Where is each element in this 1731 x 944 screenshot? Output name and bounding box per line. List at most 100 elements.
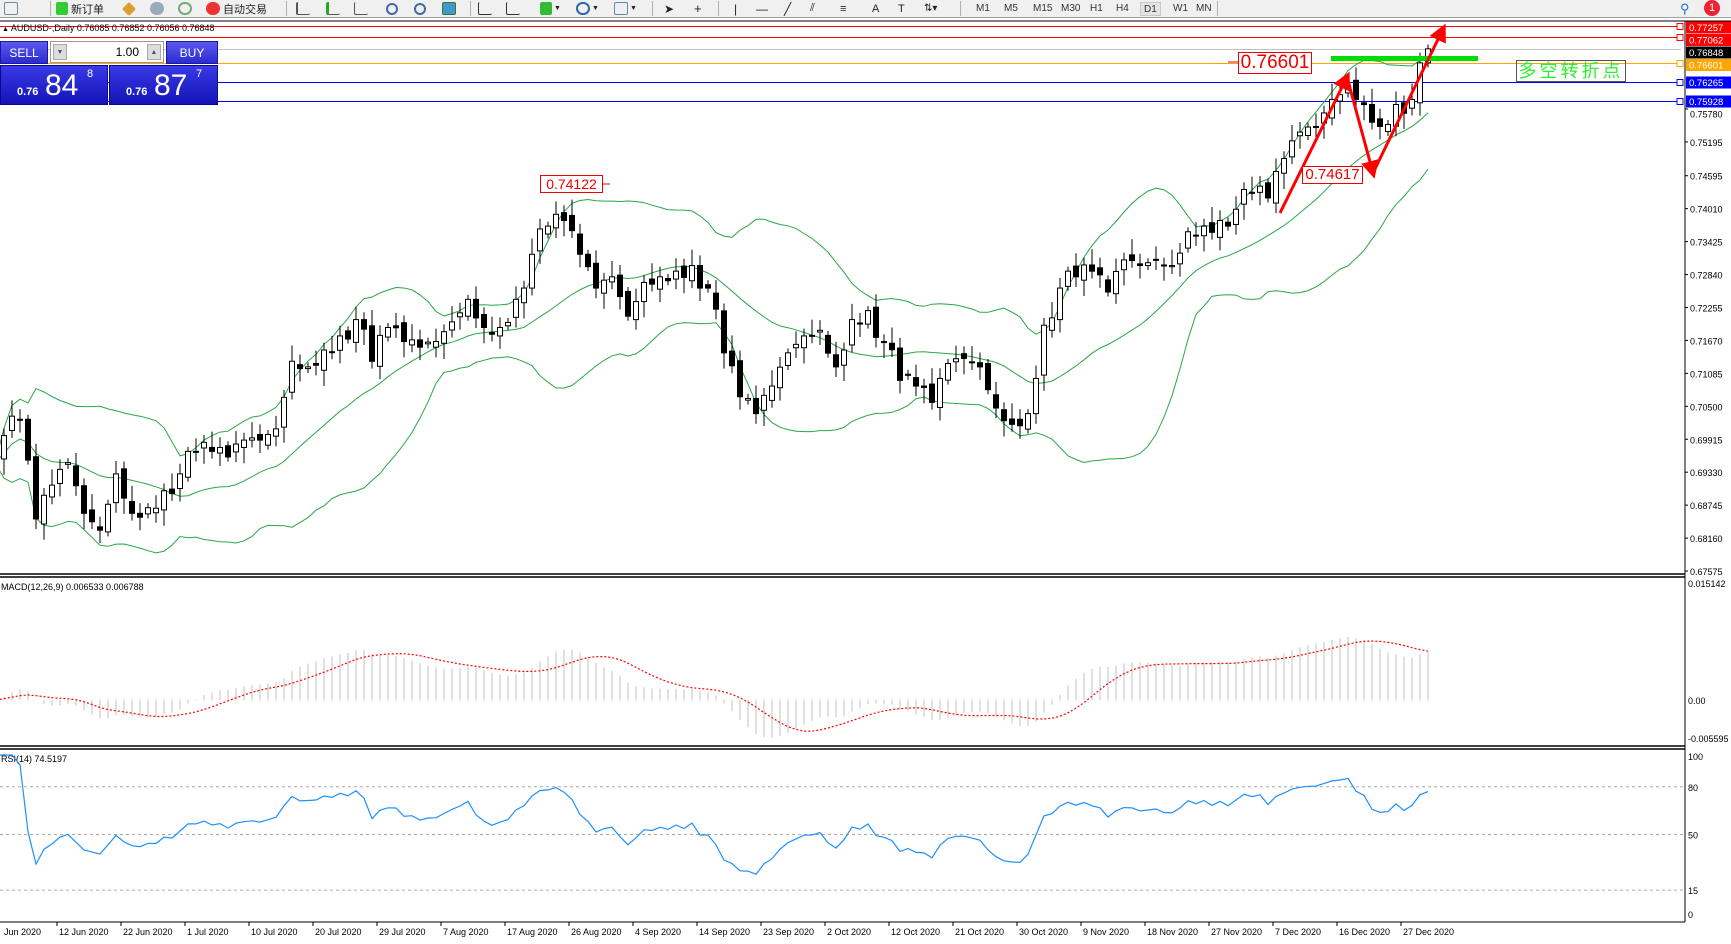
candle [345, 330, 351, 340]
lot-size-input[interactable]: ▼ 1.00 ▲ [50, 41, 164, 63]
candlestick-chart-icon[interactable] [326, 1, 340, 16]
fibonacci-icon[interactable]: ≡ [840, 2, 847, 15]
candle [793, 343, 799, 349]
candle [1073, 265, 1079, 278]
macd-label: MACD(12,26,9) 0.006533 0.006788 [1, 582, 144, 592]
buy-price-prefix: 0.76 [126, 86, 148, 98]
chart-window[interactable]: MACD(12,26,9) 0.006533 0.006788 RSI(14) … [0, 19, 1731, 944]
candle [177, 473, 183, 490]
periods-icon[interactable]: ▼ [576, 1, 599, 16]
candle [1409, 98, 1415, 109]
timeframe-h4[interactable]: H4 [1116, 3, 1129, 14]
candle [1089, 264, 1095, 272]
candle [713, 292, 719, 310]
candle [249, 437, 255, 441]
high-price-label[interactable]: 0.74122 [540, 175, 603, 193]
horizontal-line-icon[interactable]: — [756, 1, 768, 16]
low-price-label[interactable]: 0.74617 [1302, 166, 1363, 184]
signals-icon[interactable] [178, 1, 192, 16]
date-label: 10 Jul 2020 [251, 927, 298, 937]
candle [449, 321, 455, 331]
candle [473, 298, 479, 319]
candle [545, 225, 551, 235]
chart-canvas[interactable]: MACD(12,26,9) 0.006533 0.006788 RSI(14) … [0, 19, 1731, 944]
timeframe-h1[interactable]: H1 [1090, 3, 1103, 14]
rsi-line [0, 754, 1429, 876]
candle [529, 253, 535, 289]
equidistant-channel-icon[interactable]: ⫽ [810, 2, 815, 14]
candle [129, 500, 135, 514]
text-tool[interactable]: A [872, 2, 880, 15]
turning-point-label[interactable]: 多空转折点 [1516, 60, 1626, 82]
notifications-button[interactable]: 1 [1704, 0, 1720, 16]
sell-price-button[interactable]: 0.76 84 8 [0, 65, 108, 105]
bar-chart-icon[interactable] [296, 1, 310, 16]
price-level-tag [1686, 21, 1731, 34]
candle [1049, 317, 1055, 331]
timeframe-mn[interactable]: MN [1196, 3, 1212, 14]
timeframe-m30[interactable]: M30 [1061, 3, 1081, 14]
timeframe-m1[interactable]: M1 [976, 3, 990, 14]
trendline-icon[interactable]: ╱ [784, 1, 792, 16]
vertical-line-icon[interactable]: | [734, 1, 738, 16]
timeframe-m15[interactable]: M15 [1033, 3, 1053, 14]
date-label: 12 Oct 2020 [891, 927, 940, 937]
new-order-button[interactable]: 新订单 [56, 1, 104, 16]
new-order-label: 新订单 [71, 3, 104, 16]
zoom-out-icon[interactable] [414, 1, 426, 16]
buy-button[interactable]: BUY [166, 41, 218, 64]
text-label-tool[interactable]: T [898, 2, 905, 15]
axes: 0.772570.770620.768480.766010.762650.759… [0, 20, 1731, 937]
market-watch-icon[interactable] [121, 1, 137, 16]
candle [1145, 262, 1151, 267]
candle [1313, 125, 1319, 128]
date-label: 17 Aug 2020 [507, 927, 558, 937]
pivot-price-label[interactable]: 0.76601 [1238, 52, 1312, 74]
candle [881, 341, 887, 344]
navigator-icon[interactable] [150, 1, 164, 16]
zoom-in-icon[interactable] [386, 1, 398, 16]
chart-shift-icon[interactable] [506, 1, 520, 16]
candle [953, 358, 959, 363]
candle [737, 360, 743, 398]
candle [33, 456, 39, 520]
candle [281, 396, 287, 428]
collapse-triangle-icon[interactable]: ▲ [2, 26, 11, 33]
lot-decrease-button[interactable]: ▼ [53, 44, 67, 60]
arrows-tool-icon[interactable]: ⇅▾ [924, 3, 938, 14]
rsi-axis-label: 80 [1688, 783, 1698, 793]
sell-button[interactable]: SELL [0, 41, 48, 64]
auto-trading-button[interactable]: 自动交易 [206, 1, 267, 16]
timeframe-d1[interactable]: D1 [1140, 2, 1161, 16]
candle [1289, 140, 1295, 158]
price-tick-label: 0.69330 [1690, 468, 1723, 478]
candle [321, 349, 327, 371]
timeframe-m5[interactable]: M5 [1004, 3, 1018, 14]
zoom-window-icon[interactable] [4, 1, 18, 16]
lot-increase-button[interactable]: ▲ [147, 44, 161, 60]
candle [873, 306, 879, 338]
level-handle [1676, 60, 1684, 67]
candle [1201, 225, 1207, 237]
candle [289, 360, 295, 393]
candle [1225, 221, 1231, 227]
cursor-icon[interactable]: ➤ [664, 1, 675, 16]
auto-scroll-icon[interactable] [478, 1, 492, 16]
crosshair-icon[interactable]: + [694, 1, 702, 16]
templates-icon[interactable]: ▼ [614, 1, 637, 16]
candle [761, 394, 767, 411]
indicators-icon[interactable]: ▼ [540, 1, 561, 16]
candle [409, 339, 415, 346]
candle [921, 385, 927, 388]
price-level-tag [1686, 76, 1731, 89]
date-label: 16 Dec 2020 [1339, 927, 1390, 937]
price-level-tag-label: 0.75928 [1689, 97, 1723, 108]
search-icon[interactable]: ⚲ [1680, 0, 1690, 16]
level-handle [1676, 79, 1684, 86]
line-chart-icon[interactable] [354, 1, 368, 16]
timeframe-w1[interactable]: W1 [1173, 3, 1188, 14]
candle [985, 363, 991, 391]
price-tick-label: 0.75195 [1690, 138, 1723, 148]
buy-price-button[interactable]: 0.76 87 7 [109, 65, 218, 105]
tile-windows-icon[interactable] [442, 1, 456, 16]
